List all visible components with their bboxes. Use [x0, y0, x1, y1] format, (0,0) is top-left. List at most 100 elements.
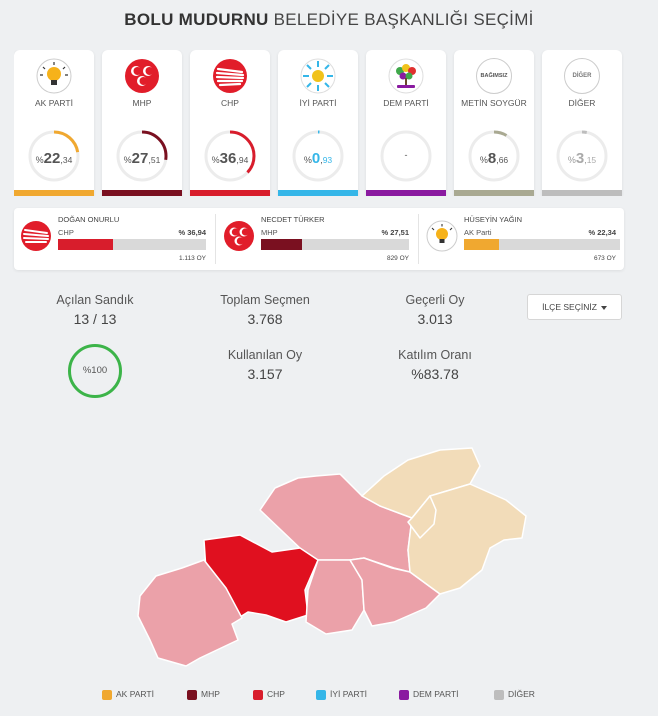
party-pct-text: %3,15	[567, 150, 597, 167]
party-card-diger[interactable]: DİĞER DİĞER %3,15	[542, 50, 622, 196]
party-pct-ring	[28, 130, 80, 182]
party-color-bar	[542, 190, 622, 196]
stat-opened-boxes: Açılan Sandık 13 / 13	[40, 293, 150, 327]
candidate-row[interactable]: NECDET TÜRKER MHP % 27,51 829 OY	[217, 208, 417, 270]
legend-swatch	[316, 689, 326, 700]
party-pct-text: %22,34	[35, 150, 73, 167]
district-select-button[interactable]: İLÇE SEÇİNİZ	[527, 294, 622, 320]
party-color-bar	[454, 190, 534, 196]
legend-item: CHP	[253, 688, 285, 702]
ak-parti-bulb-icon	[36, 58, 72, 94]
stat-label: Katılım Oranı	[398, 348, 472, 362]
stat-value: 3.157	[247, 366, 283, 382]
candidate-vote-bar-fill	[58, 239, 113, 250]
party-name: DEM PARTİ	[383, 98, 429, 108]
legend-item: AK PARTİ	[102, 688, 154, 702]
pct-int: 0	[311, 150, 321, 167]
stat-label: Toplam Seçmen	[220, 293, 310, 307]
party-name: CHP	[221, 98, 239, 108]
stat-label: Geçerli Oy	[405, 293, 465, 307]
legend-item: MHP	[187, 688, 220, 702]
iyi-parti-sun-icon	[300, 58, 336, 94]
stat-label: Açılan Sandık	[56, 293, 134, 307]
party-pct-text: %27,51	[123, 150, 161, 167]
candidate-vote-bar	[464, 239, 620, 250]
pct-dec: 94	[238, 155, 249, 165]
candidate-votes: 829 OY	[386, 255, 409, 262]
party-card-chp[interactable]: CHP %36,94	[190, 50, 270, 196]
party-pct-ring	[292, 130, 344, 182]
stat-turnout: Katılım Oranı %83.78	[380, 348, 490, 382]
pct-dec: 66	[498, 155, 509, 165]
dem-parti-tree-icon	[388, 58, 424, 94]
legend-swatch	[253, 689, 263, 700]
candidate-row[interactable]: DOĞAN ONURLU CHP % 36,94 1.113 OY	[14, 208, 214, 270]
legend-swatch	[102, 689, 112, 700]
party-card-dem-parti[interactable]: DEM PARTİ -	[366, 50, 446, 196]
mhp-crescents-icon	[125, 59, 159, 93]
candidate-pct: % 22,34	[588, 228, 616, 237]
party-pct-text: %36,94	[211, 150, 249, 167]
party-pct-ring	[556, 130, 608, 182]
pct-dec: 51	[150, 155, 161, 165]
party-pct-arc	[468, 130, 520, 182]
party-pct-ring	[116, 130, 168, 182]
stat-value: 13 / 13	[73, 311, 117, 327]
party-pct-ring	[468, 130, 520, 182]
party-card-metin-soygur[interactable]: BAĞIMSIZ METİN SOYGÜR %8,66	[454, 50, 534, 196]
candidate-pct: % 36,94	[178, 228, 206, 237]
candidate-vote-bar-fill	[464, 239, 499, 250]
party-color-bar	[102, 190, 182, 196]
party-name: MHP	[132, 98, 152, 108]
map-region	[407, 483, 527, 595]
pct-dec: 34	[62, 155, 73, 165]
chp-arrows-icon	[21, 221, 51, 251]
candidate-name: DOĞAN ONURLU	[58, 215, 120, 224]
mhp-crescents-icon	[224, 221, 254, 251]
district-map	[137, 447, 527, 667]
district-select-label: İLÇE SEÇİNİZ	[542, 302, 597, 312]
stat-valid-votes: Geçerli Oy 3.013	[380, 293, 490, 327]
stat-total-voters: Toplam Seçmen 3.768	[205, 293, 325, 327]
party-pct-arc	[292, 130, 344, 182]
party-cards: AK PARTİ %22,34 MHP %	[14, 50, 658, 196]
candidate-name: HÜSEYİN YAĞIN	[464, 215, 523, 224]
chp-arrows-icon	[213, 59, 247, 93]
candidate-vote-bar-fill	[261, 239, 302, 250]
party-card-mhp[interactable]: MHP %27,51	[102, 50, 182, 196]
party-name: METİN SOYGÜR	[461, 98, 527, 108]
party-color-bar	[190, 190, 270, 196]
legend-swatch	[399, 689, 409, 700]
candidate-party: AK Parti	[464, 228, 492, 237]
independent-badge-icon: BAĞIMSIZ	[476, 58, 512, 94]
candidate-vote-bar	[58, 239, 206, 250]
pct-int: 8	[487, 150, 497, 167]
title-district: BOLU MUDURNU	[124, 10, 269, 29]
candidate-pct: % 27,51	[381, 228, 409, 237]
map-region	[305, 559, 365, 635]
party-pct-text: -	[404, 150, 408, 160]
divider	[215, 214, 216, 264]
candidate-results: DOĞAN ONURLU CHP % 36,94 1.113 OY NECDET…	[14, 208, 624, 270]
pct-dec: 15	[586, 155, 597, 165]
party-card-ak-parti[interactable]: AK PARTİ %22,34	[14, 50, 94, 196]
legend-item: İYİ PARTİ	[316, 688, 367, 702]
title-election: BELEDİYE BAŞKANLIĞI SEÇİMİ	[273, 10, 534, 29]
map-region	[137, 559, 243, 667]
stat-value: %83.78	[411, 366, 459, 382]
stat-value: 3.013	[417, 311, 453, 327]
party-card-iyi-parti[interactable]: İYİ PARTİ %0,93	[278, 50, 358, 196]
legend-swatch	[187, 689, 197, 700]
candidate-votes: 1.113 OY	[179, 255, 206, 262]
party-pct-arc	[116, 130, 168, 182]
candidate-votes: 673 OY	[593, 255, 616, 262]
party-name: AK PARTİ	[35, 98, 73, 108]
map-legend: AK PARTİ MHP CHP İYİ PARTİ DEM PARTİ DİĞ…	[0, 688, 658, 702]
party-color-bar	[278, 190, 358, 196]
candidate-row[interactable]: HÜSEYİN YAĞIN AK Parti % 22,34 673 OY	[420, 208, 624, 270]
legend-swatch	[494, 689, 504, 700]
map-region	[349, 557, 441, 627]
stat-used-votes: Kullanılan Oy 3.157	[205, 348, 325, 382]
party-pct-arc	[28, 130, 80, 182]
